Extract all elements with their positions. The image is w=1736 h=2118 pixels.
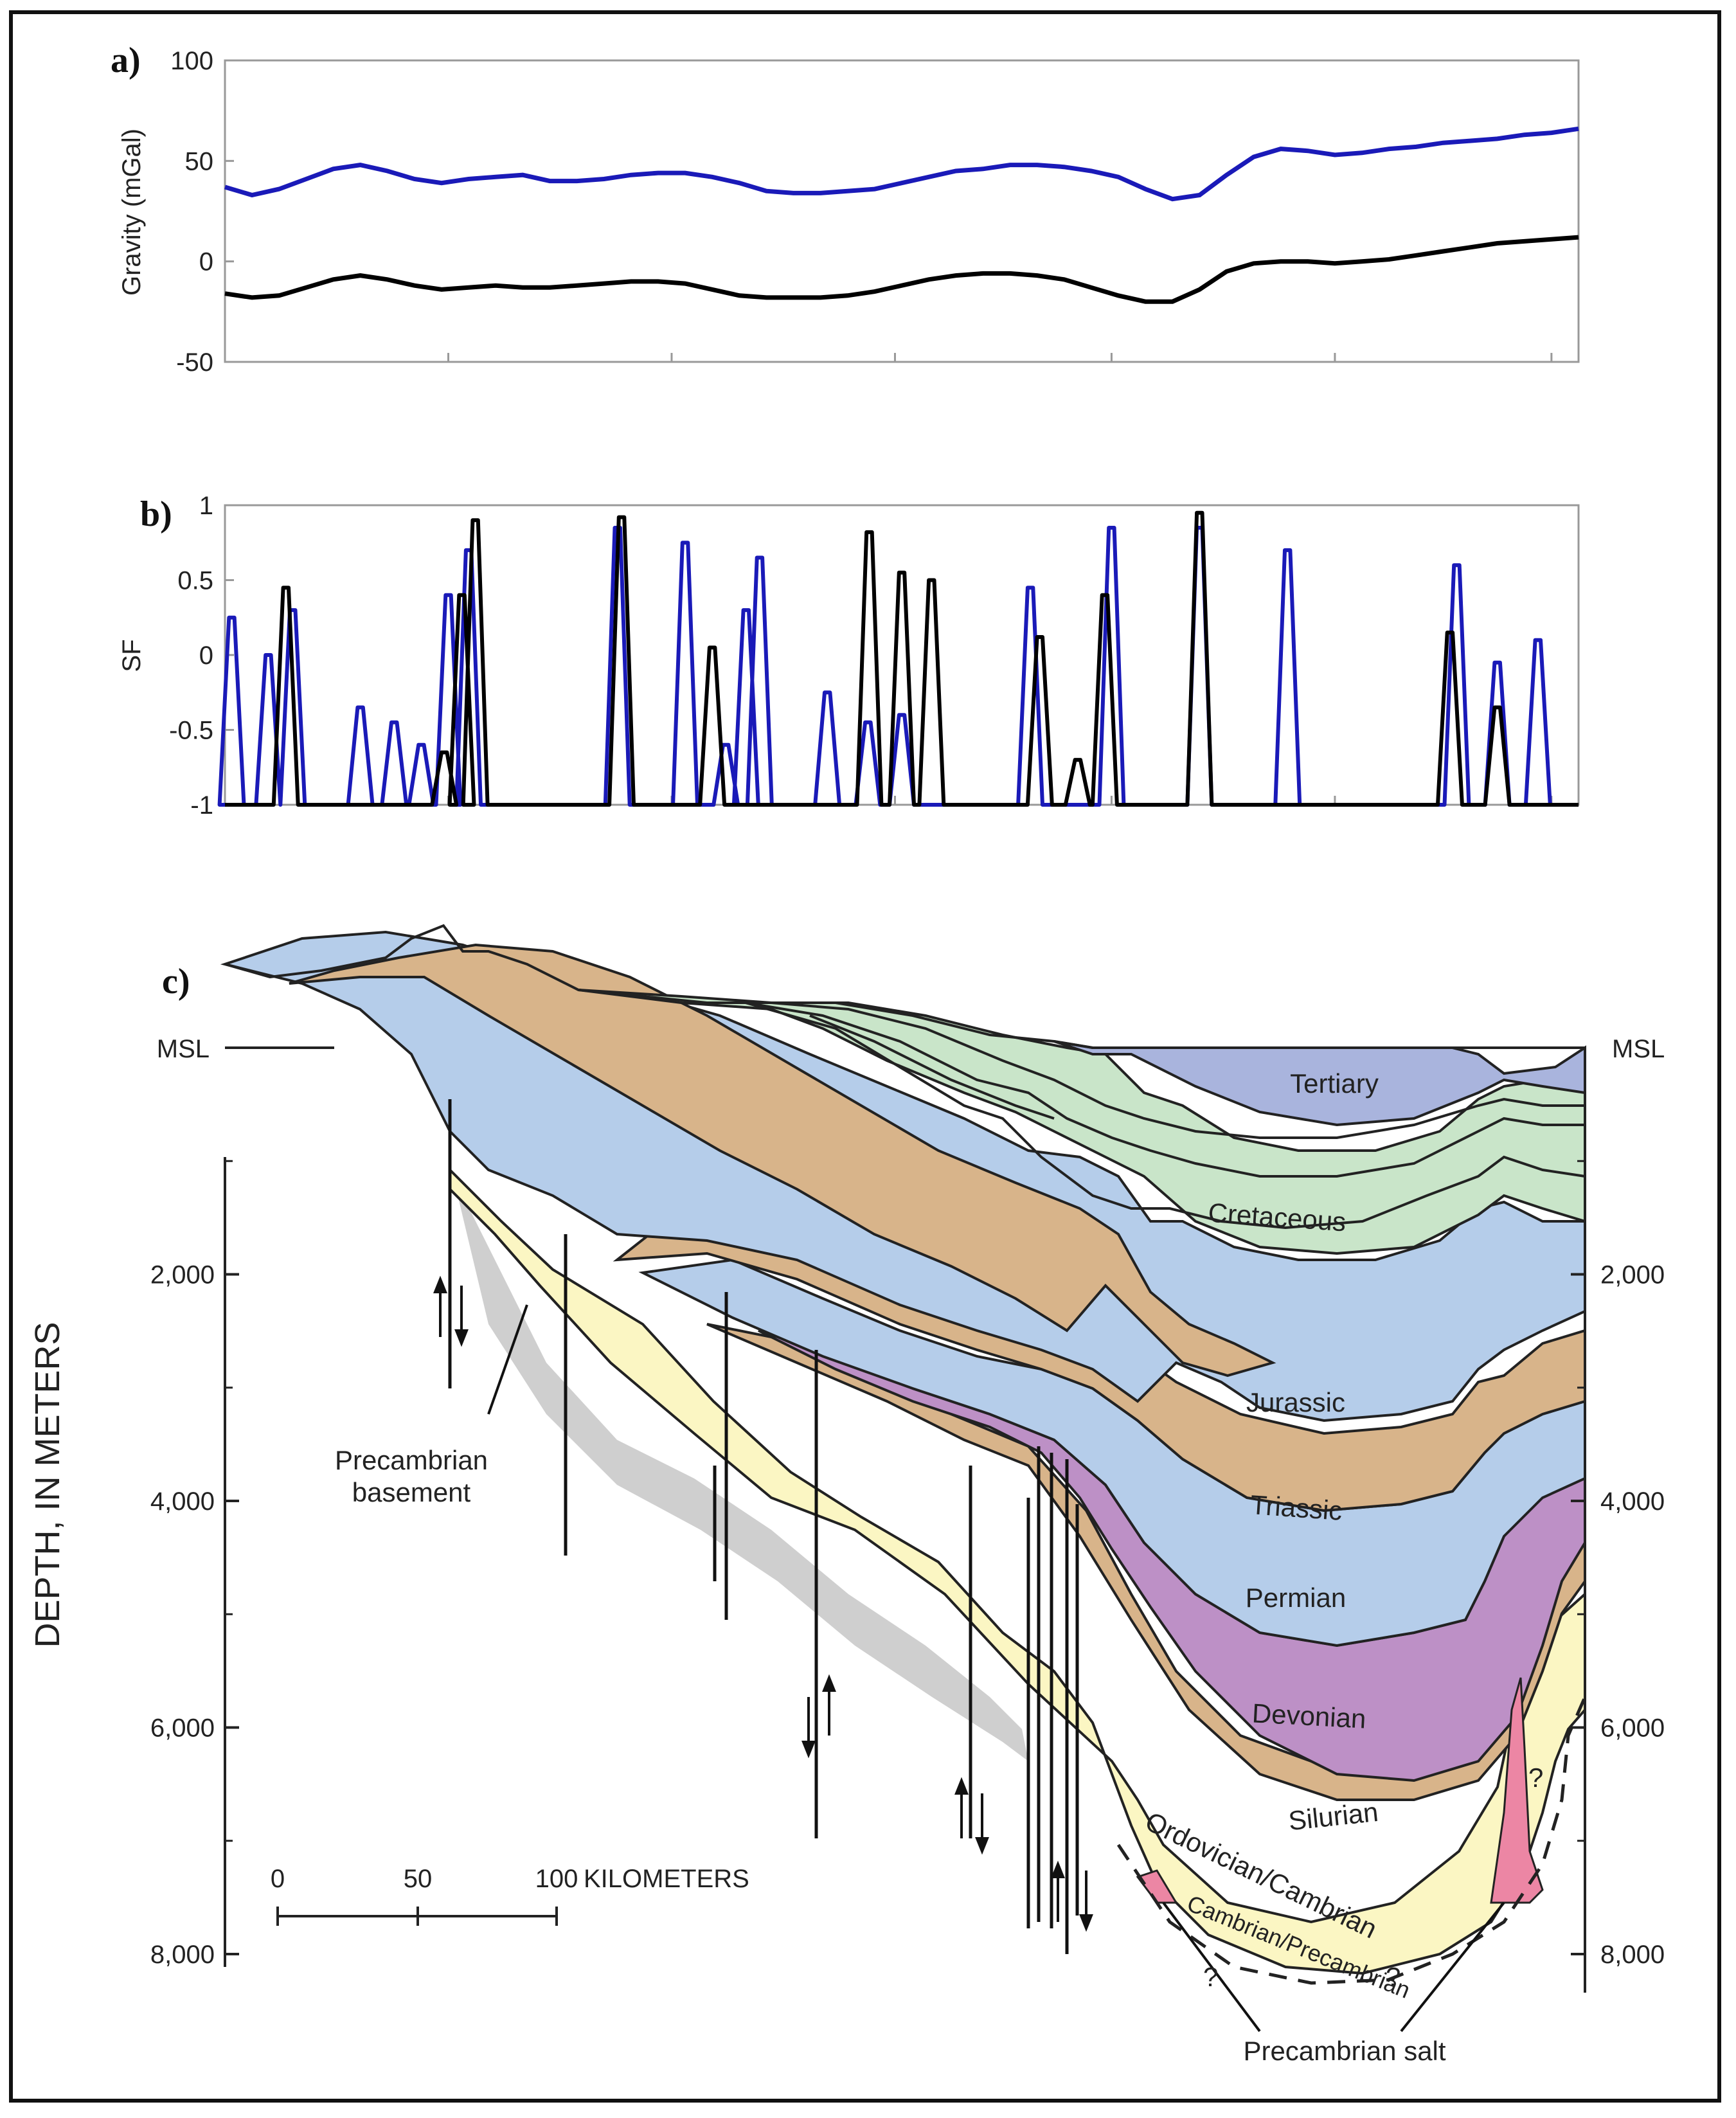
label-precambrian-salt: Precambrian salt [1243, 2036, 1445, 2066]
panel-b: b) 1 0.5 0 -0.5 -1 SF [118, 492, 1580, 820]
panel-a-label: a) [111, 40, 141, 80]
depth-tick-label-right: 8,000 [1600, 1941, 1665, 1969]
label-tertiary: Tertiary [1290, 1068, 1379, 1099]
sf-blue-series-line [217, 526, 1579, 807]
panel-b-ytick-label: 0 [199, 642, 213, 670]
label-devonian: Devonian [1251, 1698, 1367, 1734]
question-mark-3: ? [1386, 1962, 1400, 1992]
panel-a-plot-area [224, 59, 1580, 363]
gravity-blue-series-line [224, 126, 1579, 202]
panel-a-y-ticks: 100 50 0 -50 [170, 47, 234, 377]
panel-a-x-ticks [224, 353, 1553, 362]
label-jurassic: Jurassic [1246, 1387, 1345, 1417]
layer-tertiary [1053, 1040, 1586, 1127]
panel-a-y-axis-title: Gravity (mGal) [118, 129, 146, 296]
scale-label-50: 50 [404, 1865, 433, 1893]
depth-ticks: 2,000 4,000 6,000 8,000 2,000 4,000 6,000 8,000 [150, 1160, 1665, 1969]
panel-b-y-axis-title: SF [118, 639, 146, 672]
panel-b-ytick-label: 0.5 [177, 567, 213, 595]
depth-tick-label-right: 2,000 [1600, 1261, 1665, 1289]
question-mark-1: ? [1528, 1763, 1543, 1793]
label-basement-line1: Precambrian [335, 1445, 488, 1475]
sf-black-series-line [225, 510, 1579, 807]
scale-label-0: 0 [271, 1865, 285, 1893]
depth-tick-label-right: 6,000 [1600, 1714, 1665, 1743]
depth-tick-label-left: 2,000 [150, 1261, 215, 1289]
panel-c-label: c) [162, 962, 190, 1001]
depth-axis-title: DEPTH, IN METERS [28, 1322, 67, 1647]
panel-a: a) 100 50 0 -50 Gravity (mGal) [111, 40, 1580, 377]
scale-label-100: 100 [535, 1865, 578, 1893]
depth-tick-label-right: 4,000 [1600, 1487, 1665, 1516]
precambrian-salt-left [1136, 1869, 1178, 1904]
depth-tick-label-left: 8,000 [150, 1941, 215, 1969]
panel-b-y-ticks: 1 0.5 0 -0.5 -1 [169, 492, 234, 820]
panel-a-ytick-label: 50 [185, 147, 214, 175]
panel-b-label: b) [140, 494, 172, 534]
gravity-black-series-line [224, 235, 1579, 304]
precambrian-salt-right [1490, 1677, 1544, 1904]
panel-b-ytick-label: -1 [190, 791, 213, 820]
layer-ordovician-cambrian [449, 1167, 1586, 1975]
salt-pointer-right [1400, 1901, 1505, 2033]
depth-tick-label-left: 6,000 [150, 1714, 215, 1743]
faults [448, 1099, 1079, 1954]
msl-label-left: MSL [157, 1035, 210, 1063]
scale-bar: 0 50 100 KILOMETERS [271, 1865, 749, 1926]
panel-a-ytick-label: -50 [176, 348, 213, 377]
cretaceous-horizons [745, 1001, 1586, 1230]
depth-tick-label-left: 4,000 [150, 1487, 215, 1516]
fault-motion-arrows [433, 1275, 1093, 1932]
panel-a-ytick-label: 100 [170, 47, 213, 75]
panel-b-ytick-label: -0.5 [169, 717, 213, 745]
label-silurian: Silurian [1287, 1797, 1379, 1836]
surface-topography [224, 924, 1585, 1049]
panel-b-ytick-label: 1 [199, 492, 213, 520]
panel-a-ytick-label: 0 [199, 248, 213, 276]
question-mark-2: ? [1203, 1962, 1218, 1992]
basement-pointer [487, 1304, 528, 1415]
scale-unit: KILOMETERS [584, 1865, 749, 1893]
label-basement-line2: basement [352, 1477, 471, 1507]
label-permian: Permian [1246, 1583, 1346, 1613]
salt-pointer-left [1162, 1901, 1261, 2033]
panel-c-cross-section: c) [28, 924, 1665, 2066]
label-triassic: Triassic [1249, 1489, 1343, 1526]
msl-label-right: MSL [1612, 1035, 1665, 1063]
layer-triassic-upper [289, 943, 1276, 1378]
dashed-basement-boundary [1116, 1696, 1587, 1985]
